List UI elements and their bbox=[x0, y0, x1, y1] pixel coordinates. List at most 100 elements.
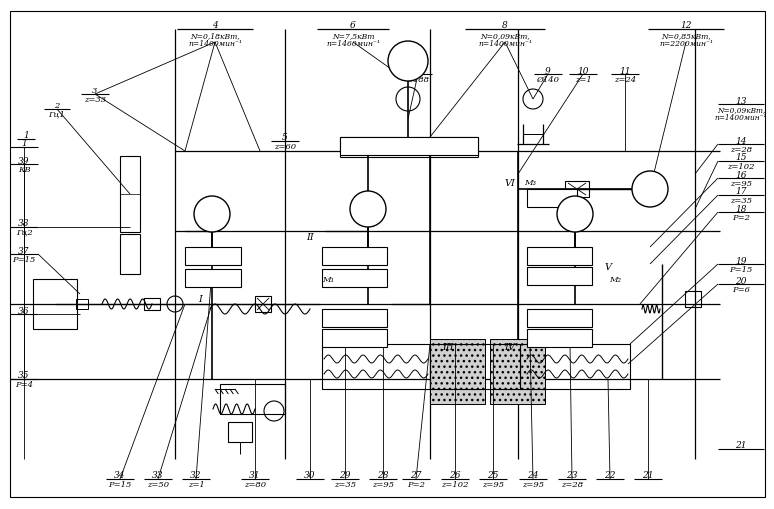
Text: z=24: z=24 bbox=[614, 76, 636, 84]
Text: Гц2: Гц2 bbox=[15, 229, 33, 237]
Text: z=102: z=102 bbox=[441, 480, 469, 488]
Text: z=28: z=28 bbox=[730, 146, 752, 154]
Text: 24: 24 bbox=[527, 471, 539, 479]
Bar bbox=[430, 340, 485, 404]
Bar bbox=[120, 235, 140, 274]
Bar bbox=[185, 269, 241, 288]
Text: N=0,18кВт,: N=0,18кВт, bbox=[190, 32, 240, 40]
Text: M5: M5 bbox=[641, 185, 659, 194]
Text: 8: 8 bbox=[502, 21, 508, 31]
Bar bbox=[527, 190, 577, 208]
Bar bbox=[144, 298, 160, 310]
Text: Ø140: Ø140 bbox=[536, 76, 560, 84]
Text: M4: M4 bbox=[566, 210, 584, 219]
Text: 12: 12 bbox=[680, 21, 692, 31]
Bar bbox=[322, 344, 430, 389]
Text: 22: 22 bbox=[604, 471, 616, 479]
Text: z=35: z=35 bbox=[730, 196, 752, 205]
Bar bbox=[527, 309, 592, 327]
Text: II: II bbox=[307, 233, 314, 242]
Text: 23: 23 bbox=[567, 471, 577, 479]
Text: z=50: z=50 bbox=[147, 480, 169, 488]
Text: I: I bbox=[198, 295, 202, 304]
Text: z=33: z=33 bbox=[84, 96, 106, 104]
Bar bbox=[76, 299, 88, 309]
Bar bbox=[120, 157, 140, 233]
Bar bbox=[322, 269, 387, 288]
Text: Р=15: Р=15 bbox=[12, 256, 36, 264]
Text: Р=15: Р=15 bbox=[729, 266, 752, 273]
Text: 29: 29 bbox=[339, 471, 351, 479]
Text: z=80: z=80 bbox=[244, 480, 266, 488]
Text: M₁: M₁ bbox=[322, 275, 334, 284]
Text: N=7,5кВт: N=7,5кВт bbox=[332, 32, 375, 40]
Text: Р=2: Р=2 bbox=[407, 480, 425, 488]
Bar bbox=[527, 267, 592, 286]
Text: 25: 25 bbox=[488, 471, 498, 479]
Text: 35: 35 bbox=[19, 371, 29, 380]
Text: z=35: z=35 bbox=[334, 480, 356, 488]
Text: 36: 36 bbox=[19, 306, 29, 315]
Text: 17: 17 bbox=[735, 187, 747, 196]
Text: M₂: M₂ bbox=[609, 275, 621, 284]
Circle shape bbox=[557, 196, 593, 233]
Bar bbox=[185, 247, 241, 266]
Text: п=1400мин⁻¹: п=1400мин⁻¹ bbox=[188, 40, 242, 48]
Text: N=0,09кВт,: N=0,09кВт, bbox=[480, 32, 530, 40]
Text: 33: 33 bbox=[152, 471, 164, 479]
Text: z=1: z=1 bbox=[574, 76, 591, 84]
Text: Р=2: Р=2 bbox=[732, 214, 750, 221]
Text: п=1400мин⁻¹: п=1400мин⁻¹ bbox=[478, 40, 532, 48]
Bar bbox=[228, 422, 252, 442]
Text: 16: 16 bbox=[735, 170, 747, 179]
Text: 18: 18 bbox=[735, 204, 747, 213]
Text: M2: M2 bbox=[203, 210, 221, 219]
Bar bbox=[340, 138, 478, 156]
Bar bbox=[322, 309, 387, 327]
Text: z=1: z=1 bbox=[187, 480, 204, 488]
Bar bbox=[527, 329, 592, 347]
Text: z=60: z=60 bbox=[274, 143, 296, 151]
Text: 15: 15 bbox=[735, 153, 747, 162]
Text: M3: M3 bbox=[358, 205, 378, 214]
Text: 1: 1 bbox=[23, 131, 29, 140]
Bar bbox=[33, 279, 77, 329]
Circle shape bbox=[194, 196, 230, 233]
Circle shape bbox=[388, 42, 428, 82]
Text: п=2200мин⁻¹: п=2200мин⁻¹ bbox=[659, 40, 713, 48]
Text: Р=6: Р=6 bbox=[732, 286, 750, 293]
Bar bbox=[322, 329, 387, 347]
Text: 37: 37 bbox=[19, 246, 29, 255]
Bar bbox=[490, 340, 545, 404]
Text: 21: 21 bbox=[642, 471, 654, 479]
Text: 14: 14 bbox=[735, 136, 747, 145]
Text: 5: 5 bbox=[283, 133, 288, 142]
Bar bbox=[565, 182, 589, 197]
Text: 9: 9 bbox=[545, 66, 551, 75]
Text: 11: 11 bbox=[619, 66, 631, 75]
Text: 1: 1 bbox=[21, 139, 27, 148]
Circle shape bbox=[350, 191, 386, 228]
Text: п=1460мин⁻¹: п=1460мин⁻¹ bbox=[326, 40, 380, 48]
Text: п=1400мин⁻¹: п=1400мин⁻¹ bbox=[714, 114, 767, 122]
Text: 26: 26 bbox=[449, 471, 461, 479]
Text: Гц1: Гц1 bbox=[49, 111, 65, 119]
Text: 39: 39 bbox=[19, 156, 29, 165]
Text: III: III bbox=[442, 343, 454, 352]
Text: 10: 10 bbox=[577, 66, 589, 75]
Bar bbox=[322, 247, 387, 266]
Text: 34: 34 bbox=[115, 471, 125, 479]
Text: КВ: КВ bbox=[18, 165, 30, 174]
Text: V: V bbox=[604, 263, 611, 272]
Text: VI: VI bbox=[505, 178, 515, 187]
Bar bbox=[220, 384, 285, 414]
Text: 32: 32 bbox=[190, 471, 202, 479]
Text: N=0,85кВт,: N=0,85кВт, bbox=[661, 32, 711, 40]
Text: 6: 6 bbox=[350, 21, 356, 31]
Text: 3: 3 bbox=[92, 87, 98, 95]
Text: 4: 4 bbox=[212, 21, 217, 31]
Text: 28: 28 bbox=[377, 471, 389, 479]
Text: Р=15: Р=15 bbox=[108, 480, 132, 488]
Bar bbox=[520, 344, 630, 389]
Text: 27: 27 bbox=[410, 471, 422, 479]
